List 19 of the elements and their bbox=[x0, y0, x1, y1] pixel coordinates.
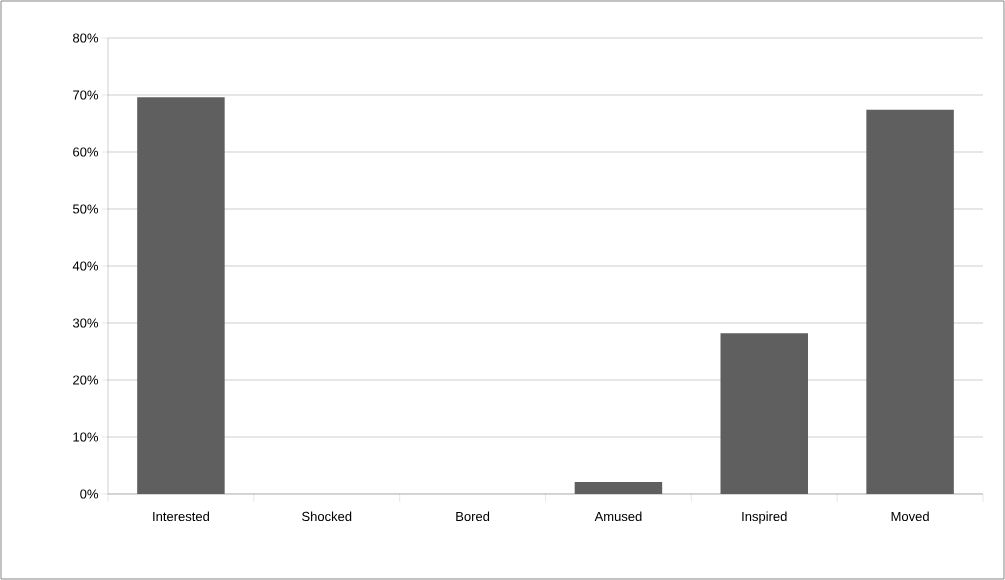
y-tick-label: 80% bbox=[73, 33, 99, 43]
y-tick-label: 20% bbox=[73, 375, 99, 385]
x-tick-label: Amused bbox=[594, 511, 642, 522]
y-tick-label: 10% bbox=[73, 432, 99, 442]
x-tick-label: Shocked bbox=[302, 511, 352, 522]
y-tick-label: 50% bbox=[72, 204, 99, 214]
y-tick-label: 40% bbox=[72, 261, 99, 271]
y-tick-label: 0% bbox=[80, 489, 99, 499]
y-tick-label: 60% bbox=[73, 147, 99, 157]
bar bbox=[574, 482, 663, 494]
bar bbox=[720, 333, 809, 494]
bar bbox=[866, 109, 954, 494]
y-tick-label: 30% bbox=[72, 318, 99, 328]
x-tick-label: Bored bbox=[456, 511, 490, 522]
x-tick-label: Interested bbox=[153, 511, 209, 522]
y-tick-label: 70% bbox=[73, 90, 99, 100]
x-tick-label: Inspired bbox=[742, 511, 787, 524]
bar bbox=[137, 97, 225, 494]
x-tick-label: Moved bbox=[891, 511, 929, 522]
